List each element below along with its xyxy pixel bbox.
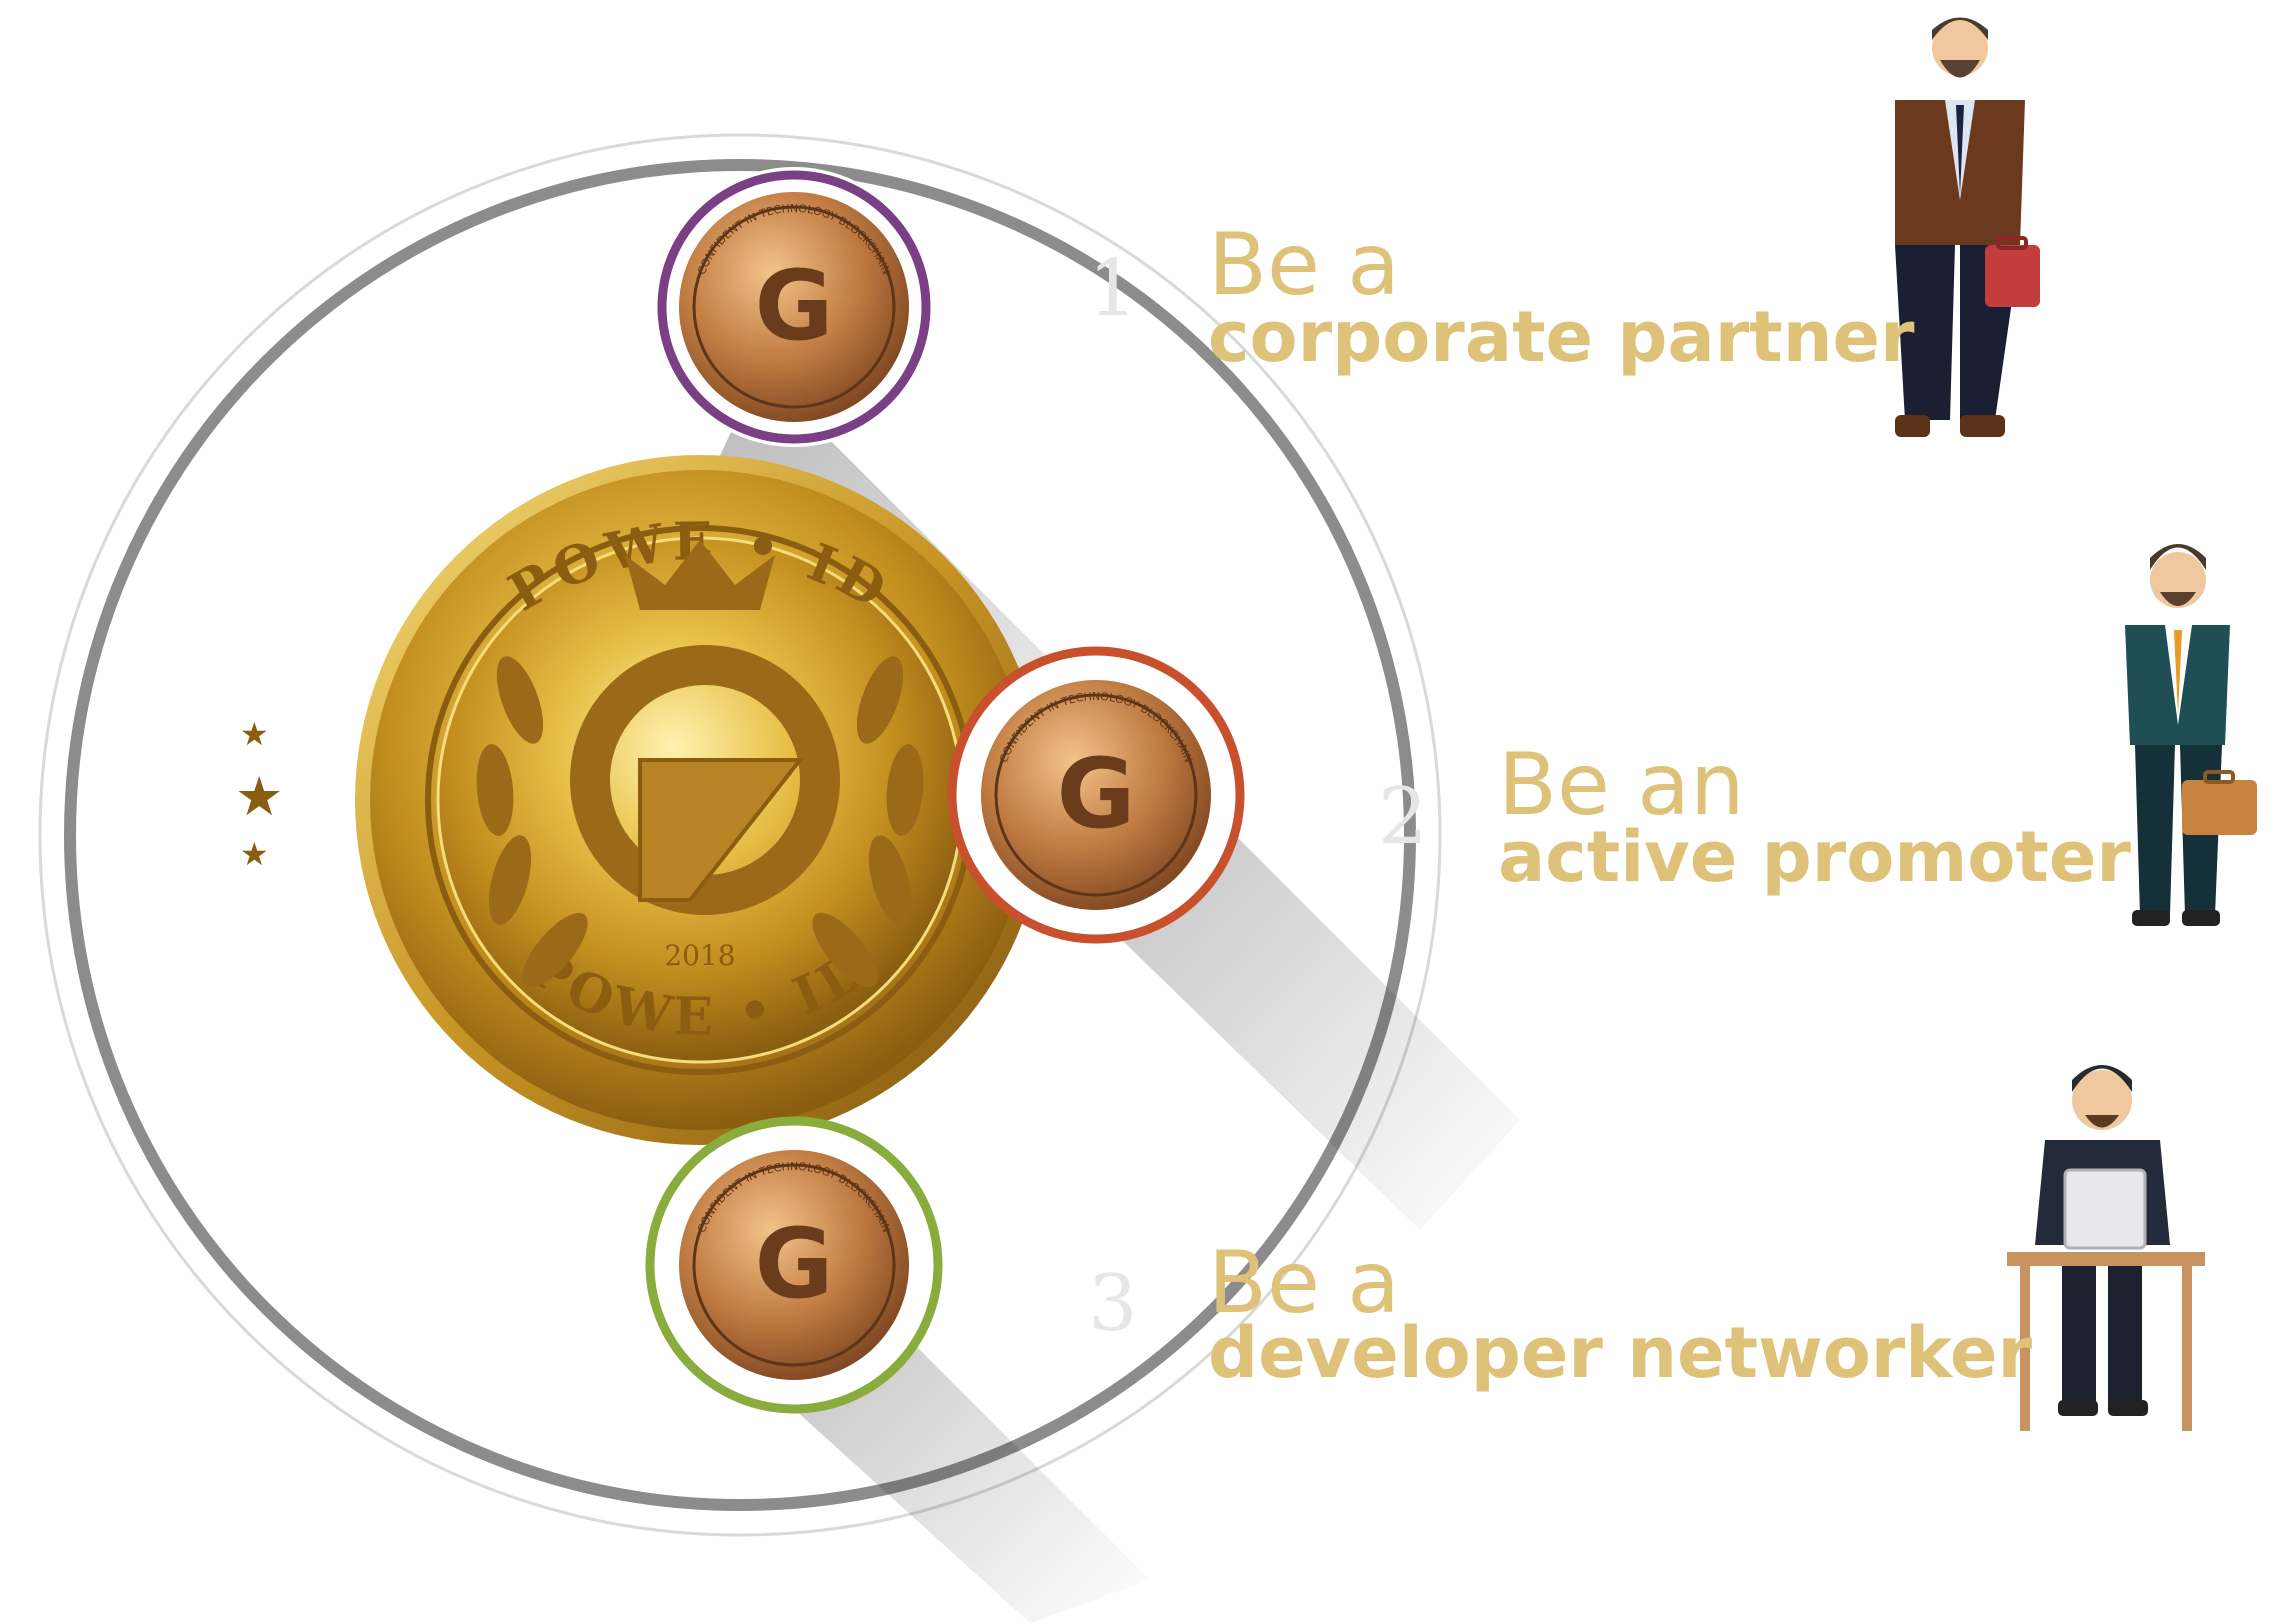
small-coin-1: CONFIDENT IN TECHNOLOGY BLOCKCHAIN G	[654, 167, 934, 447]
main-coin-year: 2018	[664, 939, 735, 972]
step-lead-1: Be a	[1208, 215, 1400, 315]
svg-text:★: ★	[235, 765, 283, 828]
crown-icon	[625, 540, 775, 610]
small-coin-1-ring	[657, 170, 931, 444]
step-role-3: developer networker	[1208, 1312, 2032, 1394]
inner-orbit-ring	[64, 159, 1416, 1511]
g-circuit-icon: G	[1057, 738, 1136, 850]
developer-at-desk-icon	[2007, 1065, 2205, 1431]
svg-text:★: ★	[240, 835, 269, 873]
g-circuit-icon: G	[755, 1208, 834, 1320]
svg-text:★: ★	[240, 715, 269, 753]
g-circuit-icon: G	[755, 250, 834, 362]
p-emblem-icon	[570, 645, 840, 915]
businessman-teal-suit-icon	[2125, 544, 2257, 926]
step-number-1: 1	[1088, 244, 1138, 334]
step-number-3: 3	[1088, 1259, 1138, 1349]
step-lead-2: Be an	[1498, 735, 1745, 835]
step-role-2: active promoter	[1498, 816, 2131, 898]
outer-orbit-ring	[38, 133, 1442, 1537]
small-coin-2: CONFIDENT IN TECHNOLOGY BLOCKCHAIN G	[947, 646, 1245, 944]
small-coin-2-ring	[947, 646, 1245, 944]
small-coin-3: CONFIDENT IN TECHNOLOGY BLOCKCHAIN G	[645, 1116, 943, 1414]
step-number-2: 2	[1378, 772, 1428, 862]
laurel-icon	[476, 656, 924, 988]
businessman-brown-suit-icon	[1895, 17, 2040, 437]
step-role-1: corporate partner	[1208, 296, 1915, 378]
step-lead-3: Be a	[1208, 1233, 1400, 1333]
small-coin-3-ring	[645, 1116, 943, 1414]
